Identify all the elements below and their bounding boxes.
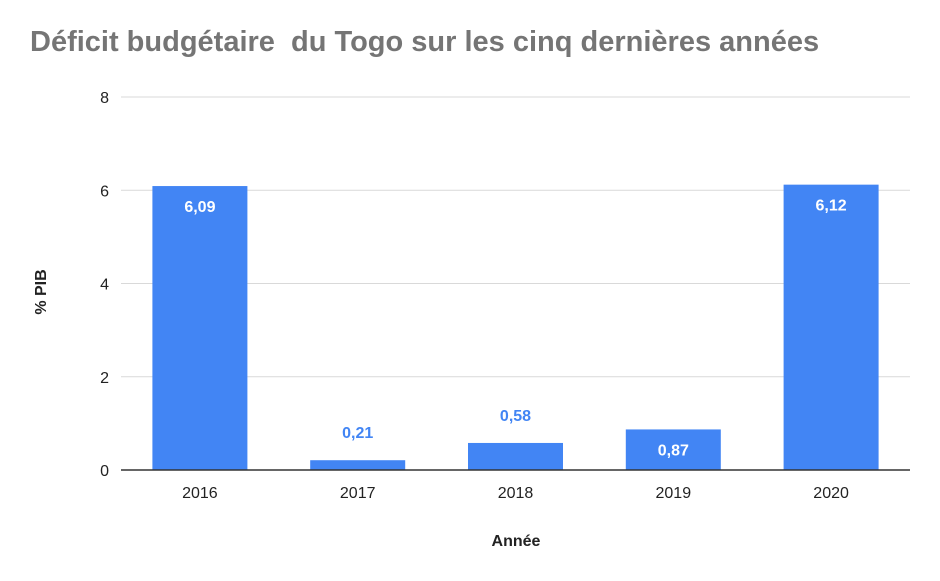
data-label: 6,12 (816, 198, 847, 215)
x-tick-label: 2017 (340, 485, 376, 502)
y-tick-label: 8 (100, 90, 109, 107)
x-tick-label: 2019 (656, 485, 692, 502)
data-label: 0,58 (500, 408, 531, 425)
x-tick-label: 2018 (498, 485, 534, 502)
bar (783, 184, 879, 470)
bar (152, 186, 248, 470)
x-axis-title: Année (492, 533, 541, 550)
x-tick-label: 2016 (182, 485, 218, 502)
chart-title: Déficit budgétaire du Togo sur les cinq … (30, 26, 820, 58)
y-tick-label: 2 (100, 370, 109, 387)
data-label: 6,09 (184, 199, 215, 216)
bar (310, 460, 406, 470)
data-label: 0,87 (658, 442, 689, 459)
bar (625, 429, 721, 470)
y-axis-title: % PIB (33, 269, 50, 314)
y-tick-label: 0 (100, 463, 109, 480)
y-tick-label: 6 (100, 183, 109, 200)
bar (468, 442, 563, 470)
x-tick-label: 2020 (813, 485, 849, 502)
data-label: 0,21 (342, 425, 373, 442)
y-tick-label: 4 (100, 277, 109, 294)
